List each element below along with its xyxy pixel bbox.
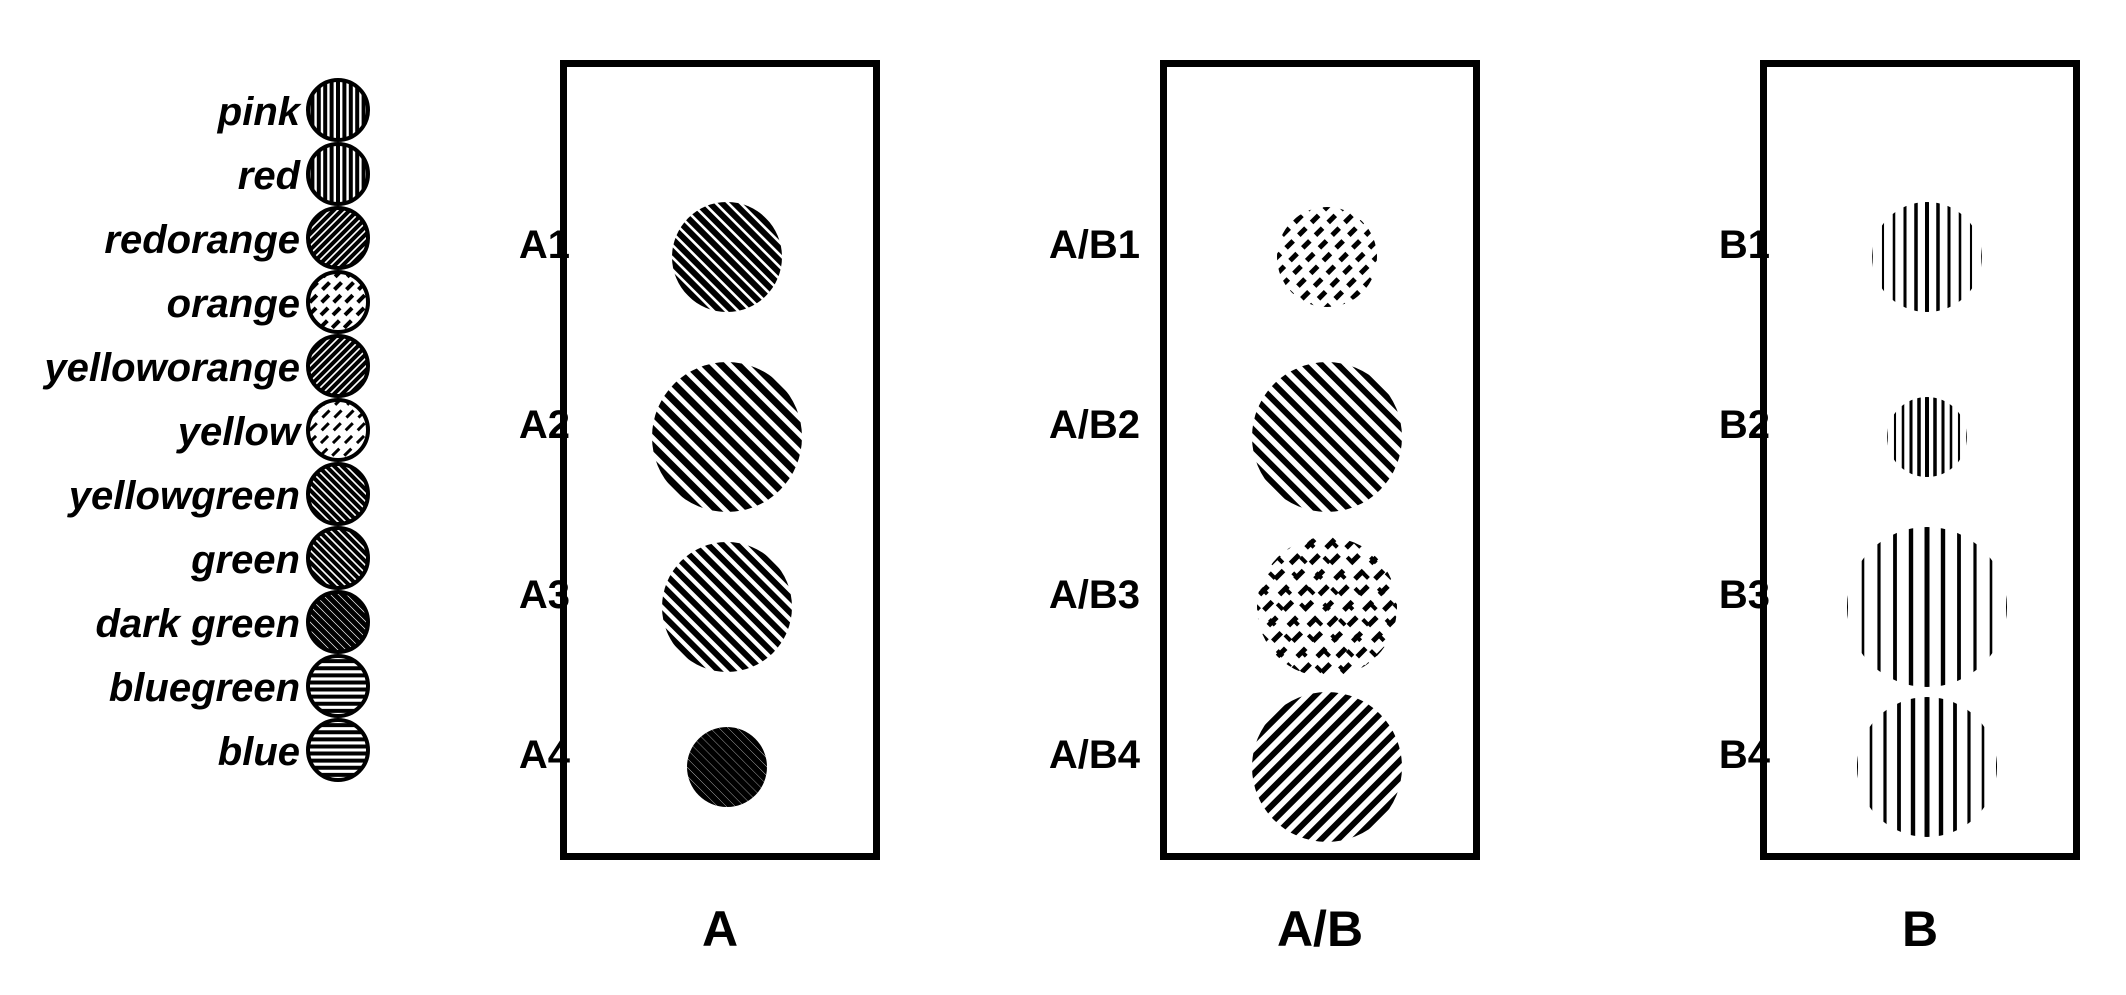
panel-title: A/B [1160, 900, 1480, 958]
legend-label: yellowgreen [40, 474, 300, 519]
spot-label: B1 [1650, 223, 1770, 268]
panel-title: A [560, 900, 880, 958]
legend-label: green [40, 538, 300, 583]
legend-item: redorange [40, 208, 370, 272]
spot-label: A/B1 [1020, 223, 1140, 268]
legend-swatch [306, 78, 370, 147]
legend-label: pink [40, 90, 300, 135]
spot-label: A3 [450, 573, 570, 618]
spot-label: B2 [1650, 403, 1770, 448]
panel: A1A2A3A4A [560, 60, 880, 958]
panel-box [560, 60, 880, 860]
panel: B1B2B3B4B [1760, 60, 2080, 958]
legend-item: yelloworange [40, 336, 370, 400]
legend-label: redorange [40, 218, 300, 263]
legend-label: yelloworange [40, 346, 300, 391]
legend-label: dark green [40, 602, 300, 647]
legend-label: orange [40, 282, 300, 327]
legend-item: pink [40, 80, 370, 144]
legend-item: yellowgreen [40, 464, 370, 528]
legend-swatch [306, 398, 370, 467]
legend-swatch [306, 590, 370, 659]
spot-label: A2 [450, 403, 570, 448]
legend-item: green [40, 528, 370, 592]
legend-item: dark green [40, 592, 370, 656]
color-legend: pink red redorange orange yelloworange yellow… [40, 80, 370, 784]
spot-label: B3 [1650, 573, 1770, 618]
spot-label: A1 [450, 223, 570, 268]
spot-label: A4 [450, 733, 570, 778]
legend-label: yellow [40, 410, 300, 455]
legend-item: blue [40, 720, 370, 784]
spot [1277, 207, 1377, 307]
legend-label: red [40, 154, 300, 199]
spot [1887, 397, 1967, 477]
legend-swatch [306, 462, 370, 531]
legend-swatch [306, 526, 370, 595]
legend-item: bluegreen [40, 656, 370, 720]
spot-label: A/B2 [1020, 403, 1140, 448]
legend-item: orange [40, 272, 370, 336]
legend-swatch [306, 270, 370, 339]
legend-item: red [40, 144, 370, 208]
legend-item: yellow [40, 400, 370, 464]
legend-swatch [306, 142, 370, 211]
spot-label: A/B4 [1020, 733, 1140, 778]
spot [1252, 692, 1402, 842]
legend-swatch [306, 206, 370, 275]
spot [1857, 697, 1997, 837]
panel-box [1160, 60, 1480, 860]
spot [672, 202, 782, 312]
panel: A/B1A/B2A/B3A/B4A/B [1160, 60, 1480, 958]
legend-swatch [306, 654, 370, 723]
spot [687, 727, 767, 807]
panel-box [1760, 60, 2080, 860]
legend-swatch [306, 334, 370, 403]
spot-label: A/B3 [1020, 573, 1140, 618]
spot [1872, 202, 1982, 312]
spot [1257, 537, 1397, 677]
legend-swatch [306, 718, 370, 787]
spot [1847, 527, 2007, 687]
legend-label: bluegreen [40, 666, 300, 711]
spot [1252, 362, 1402, 512]
spot [662, 542, 792, 672]
panel-title: B [1760, 900, 2080, 958]
legend-label: blue [40, 730, 300, 775]
spot-label: B4 [1650, 733, 1770, 778]
spot [652, 362, 802, 512]
